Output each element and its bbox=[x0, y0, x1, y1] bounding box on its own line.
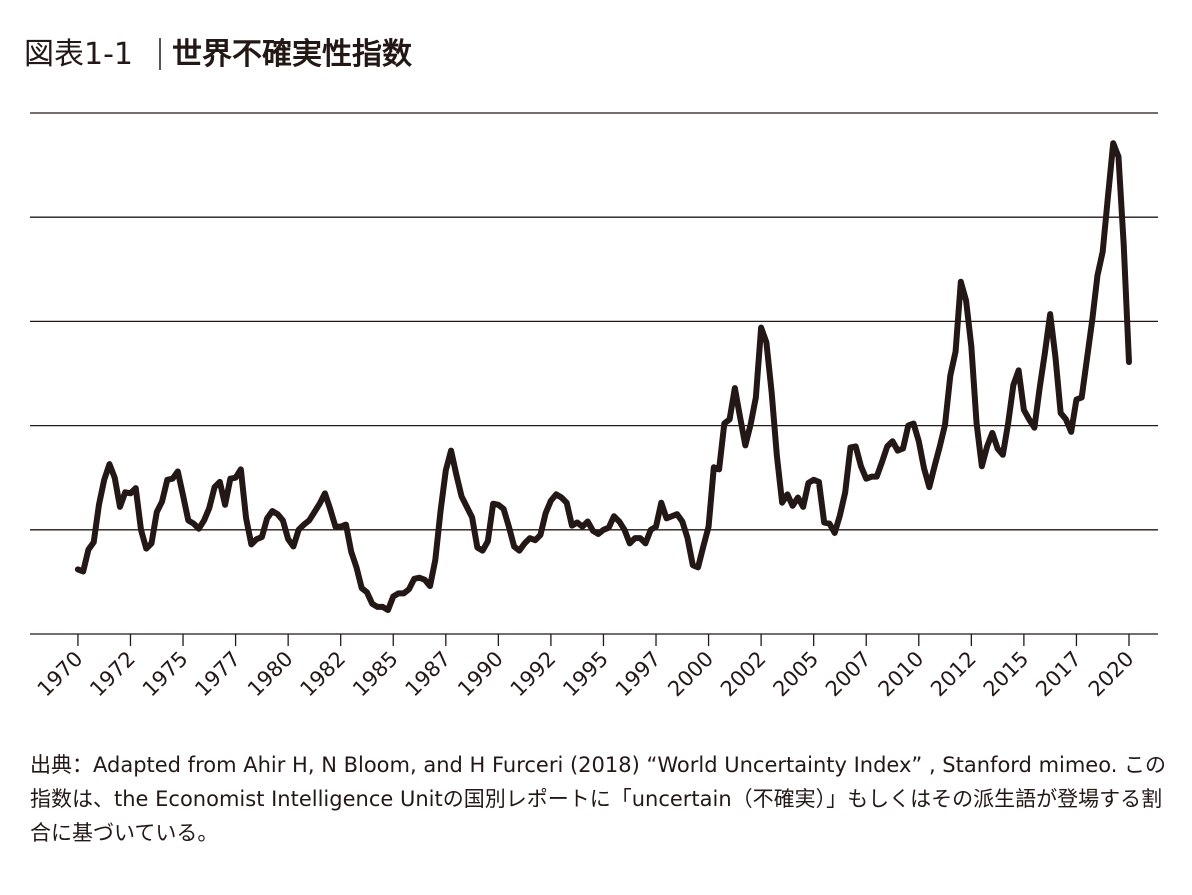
chart: 図表1-1 世界不確実性指数 1970197219751977198019821… bbox=[24, 37, 1158, 702]
x-tick-label: 2020 bbox=[1084, 647, 1139, 702]
x-tick-label: 2007 bbox=[821, 647, 876, 702]
x-tick-label: 1970 bbox=[33, 647, 88, 702]
x-tick-label: 1977 bbox=[190, 647, 245, 702]
source-note: 出典：Adapted from Ahir H, N Bloom, and H F… bbox=[30, 753, 1167, 845]
x-tick-label: 1975 bbox=[138, 647, 193, 702]
chart-title: 世界不確実性指数 bbox=[172, 37, 413, 72]
x-tick-label: 2017 bbox=[1031, 647, 1086, 702]
x-tick-label: 1997 bbox=[611, 647, 666, 702]
x-tick-label: 1992 bbox=[506, 647, 561, 702]
x-tick-label: 2000 bbox=[663, 647, 718, 702]
x-tick-label: 2012 bbox=[926, 647, 981, 702]
x-tick-label: 1990 bbox=[453, 647, 508, 702]
x-tick-label: 1980 bbox=[243, 647, 298, 702]
x-tick-label: 1982 bbox=[295, 647, 350, 702]
data-line bbox=[74, 140, 1132, 614]
figure-label: 図表1-1 bbox=[24, 37, 133, 72]
x-tick-label: 1995 bbox=[558, 647, 613, 702]
x-tick-label: 2005 bbox=[768, 647, 823, 702]
x-tick-label: 2002 bbox=[716, 647, 771, 702]
x-tick-label: 1972 bbox=[85, 647, 140, 702]
x-tick-label: 1987 bbox=[401, 647, 456, 702]
x-tick-label: 2010 bbox=[874, 647, 929, 702]
x-tick-label: 1985 bbox=[348, 647, 403, 702]
x-tick-label: 2015 bbox=[979, 647, 1034, 702]
